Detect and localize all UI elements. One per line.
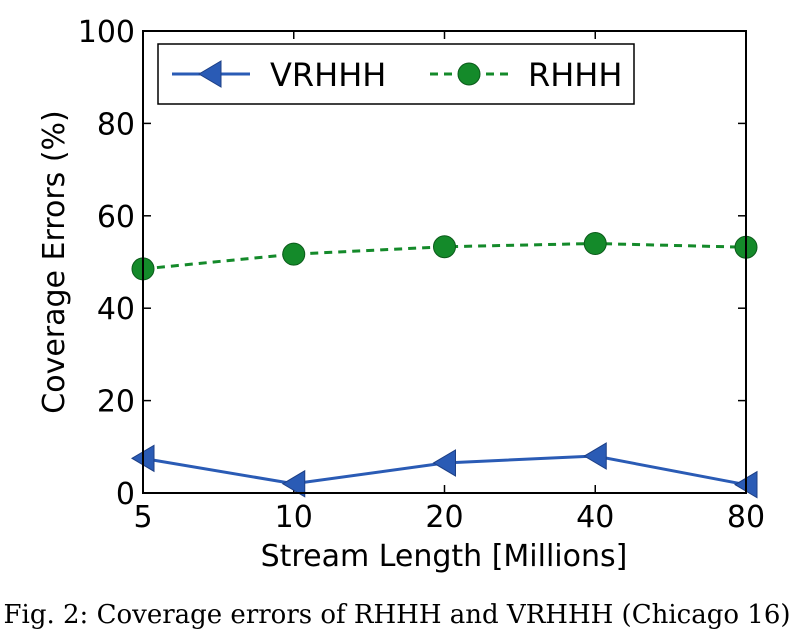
legend-label-vrhhh: VRHHH bbox=[270, 56, 386, 94]
data-point-rhhh bbox=[433, 235, 456, 259]
x-tick-label: 80 bbox=[727, 500, 765, 535]
coverage-errors-chart: 0 20 40 60 80 100 5 10 20 40 80 VRHHH RHHH Stream … bbox=[37, 15, 765, 574]
x-tick-label: 5 bbox=[133, 500, 152, 535]
figure-caption: Fig. 2: Coverage errors of RHHH and VRHH… bbox=[3, 600, 791, 630]
legend-marker-vrhhh bbox=[198, 60, 222, 88]
plot-frame bbox=[142, 30, 747, 494]
y-tick-label: 100 bbox=[78, 15, 135, 50]
y-tick-label: 40 bbox=[97, 292, 135, 327]
data-point-rhhh bbox=[583, 232, 607, 256]
y-tick-label: 80 bbox=[97, 107, 135, 142]
x-tick-label: 40 bbox=[576, 500, 614, 535]
y-tick-label: 0 bbox=[116, 477, 135, 512]
series-line-rhhh bbox=[142, 242, 747, 271]
data-point-vrhhh bbox=[583, 442, 607, 470]
legend: VRHHH RHHH bbox=[157, 43, 635, 105]
data-point-rhhh bbox=[282, 242, 306, 266]
x-tick-label: 10 bbox=[275, 500, 313, 535]
y-tick-label: 20 bbox=[97, 385, 135, 420]
legend-marker-rhhh bbox=[457, 62, 481, 86]
y-tick-label: 60 bbox=[97, 200, 135, 235]
data-point-vrhhh bbox=[432, 449, 456, 477]
x-axis-label: Stream Length [Millions] bbox=[261, 539, 628, 574]
data-point-vrhhh bbox=[281, 469, 306, 498]
y-axis-label: Coverage Errors (%) bbox=[37, 110, 72, 413]
x-tick-label: 20 bbox=[425, 500, 463, 535]
legend-label-rhhh: RHHH bbox=[528, 56, 622, 94]
